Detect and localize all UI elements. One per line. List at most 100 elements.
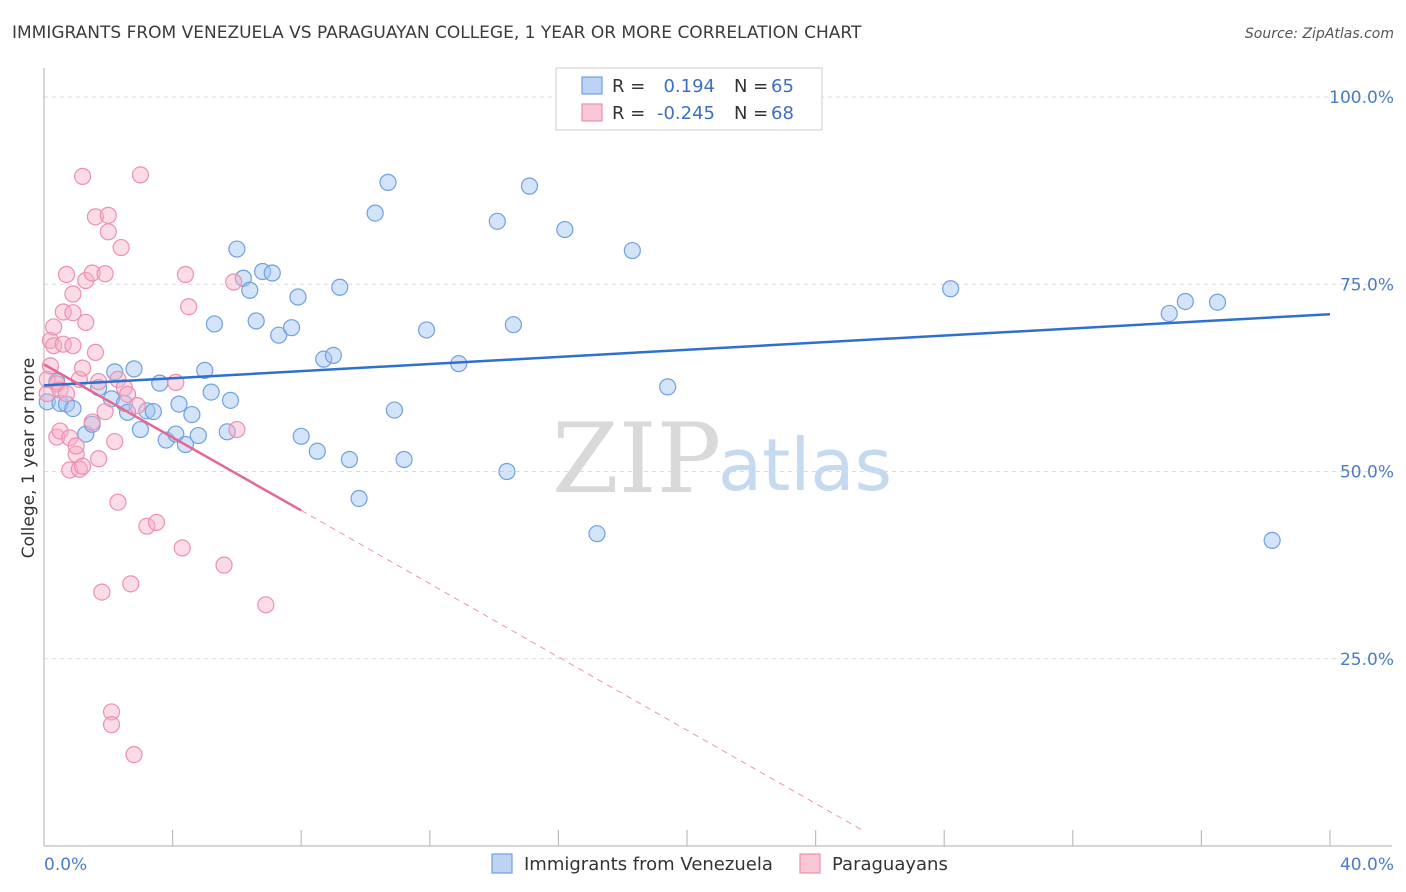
- paraguayans-point: [109, 493, 127, 511]
- venezuela-point: [138, 402, 156, 420]
- paraguayans-point: [73, 457, 92, 475]
- paraguayans-point: [215, 556, 233, 574]
- paraguayans-point: [67, 437, 85, 455]
- gridlines: [44, 96, 1392, 660]
- venezuela-point: [289, 288, 307, 306]
- legend-n-value-paraguayans: 68: [771, 103, 794, 124]
- paraguayans-point: [102, 703, 121, 721]
- venezuela-point: [385, 401, 404, 419]
- paraguayans-point: [57, 385, 76, 403]
- paraguayans-point: [90, 450, 108, 468]
- venezuela-point: [263, 264, 281, 282]
- paraguayans-point: [61, 461, 79, 479]
- x-axis-ticks: [172, 830, 1331, 846]
- trend-line-paraguayans-extension: [300, 510, 865, 832]
- legend-swatch-paraguayans: [581, 103, 603, 122]
- venezuela-point: [417, 321, 436, 339]
- paraguayans-point: [57, 265, 76, 284]
- paraguayans-point: [64, 285, 82, 303]
- bottom-legend: Immigrants from Venezuela Paraguayans: [491, 853, 948, 875]
- venezuela-point: [247, 312, 265, 330]
- paraguayans-point: [93, 583, 111, 601]
- venezuela-point: [366, 204, 384, 222]
- paraguayans-point: [106, 432, 124, 451]
- venezuela-point: [205, 315, 223, 333]
- venezuela-point: [221, 391, 240, 409]
- venezuela-point: [228, 240, 246, 258]
- x-tick-label-min: 0.0%: [44, 855, 87, 875]
- venezuela-point: [315, 350, 333, 368]
- venezuela-point: [520, 177, 539, 195]
- venezuela-point: [395, 450, 413, 469]
- paraguayans-point: [96, 402, 114, 421]
- series-paraguayans-points: [38, 166, 275, 764]
- venezuela-point: [588, 525, 606, 543]
- venezuela-point: [340, 450, 359, 469]
- bottom-legend-label-venezuela: Immigrants from Venezuela: [524, 854, 773, 875]
- paraguayans-point: [83, 413, 101, 431]
- venezuela-point: [350, 489, 368, 508]
- legend-swatch-venezuela: [581, 76, 603, 95]
- paraguayans-point: [86, 208, 105, 226]
- venezuela-point: [125, 360, 143, 378]
- y-tick-label: 75.0%: [1340, 275, 1394, 295]
- paraguayans-point: [176, 265, 195, 284]
- venezuela-point: [292, 427, 310, 445]
- legend: R = 0.194 N = 65 R = -0.245 N = 68: [555, 67, 823, 131]
- venezuela-point: [1160, 304, 1178, 323]
- venezuela-point: [659, 378, 677, 396]
- paraguayans-point: [86, 343, 105, 362]
- trend-line-venezuela: [43, 312, 1331, 387]
- venezuela-point: [942, 280, 960, 298]
- trend-line-paraguayans: [43, 363, 302, 512]
- paraguayans-point: [73, 167, 92, 185]
- paraguayans-point: [96, 265, 114, 283]
- venezuela-point: [202, 383, 220, 401]
- paraguayans-point: [64, 337, 82, 355]
- watermark-zip: ZIP: [552, 403, 721, 515]
- venezuela-point: [331, 278, 349, 296]
- venezuela-point: [504, 316, 522, 334]
- venezuela-point: [270, 326, 288, 344]
- legend-n-value-venezuela: 65: [771, 76, 794, 97]
- source-label: Source: ZipAtlas.com: [1245, 26, 1394, 42]
- x-tick-label-max: 40.0%: [1340, 855, 1394, 875]
- paraguayans-point: [51, 422, 69, 440]
- chart-title: IMMIGRANTS FROM VENEZUELA VS PARAGUAYAN …: [12, 23, 862, 43]
- y-tick-label: 100.0%: [1329, 88, 1394, 108]
- paraguayans-point: [99, 206, 117, 224]
- bottom-legend-label-paraguayans: Paraguayans: [832, 854, 948, 875]
- watermark-atlas: atlas: [718, 423, 892, 507]
- paraguayans-point: [70, 460, 88, 478]
- y-tick-labels: 100.0% 75.0% 50.0% 25.0%: [1329, 88, 1394, 670]
- paraguayans-point: [54, 303, 72, 321]
- paraguayans-point: [102, 716, 121, 734]
- venezuela-point: [498, 462, 516, 481]
- paraguayans-point: [128, 396, 146, 415]
- paraguayans-point: [125, 746, 143, 764]
- legend-n-label-paraguayans: N =: [734, 103, 768, 124]
- paraguayans-point: [41, 331, 60, 350]
- venezuela-point: [131, 420, 150, 439]
- bottom-legend-swatch-paraguayans: [799, 853, 821, 874]
- paraguayans-point: [147, 513, 166, 532]
- paraguayans-point: [173, 539, 191, 557]
- paraguayans-point: [64, 304, 82, 322]
- paraguayans-point: [122, 575, 140, 593]
- paraguayans-point: [45, 318, 63, 336]
- paraguayans-point: [83, 264, 101, 282]
- venezuela-point: [556, 220, 574, 239]
- paraguayans-point: [131, 166, 150, 184]
- legend-r-label-paraguayans: R =: [612, 103, 645, 124]
- paraguayans-point: [99, 223, 117, 241]
- paraguayans-point: [228, 420, 246, 439]
- legend-n-label-venezuela: N =: [734, 76, 768, 97]
- legend-r-label-venezuela: R =: [612, 76, 645, 97]
- venezuela-point: [170, 395, 188, 413]
- venezuela-point: [189, 426, 207, 445]
- paraguayans-point: [138, 517, 156, 535]
- paraguayans-point: [112, 238, 130, 257]
- venezuela-point: [1176, 292, 1194, 311]
- venezuela-point: [241, 281, 259, 299]
